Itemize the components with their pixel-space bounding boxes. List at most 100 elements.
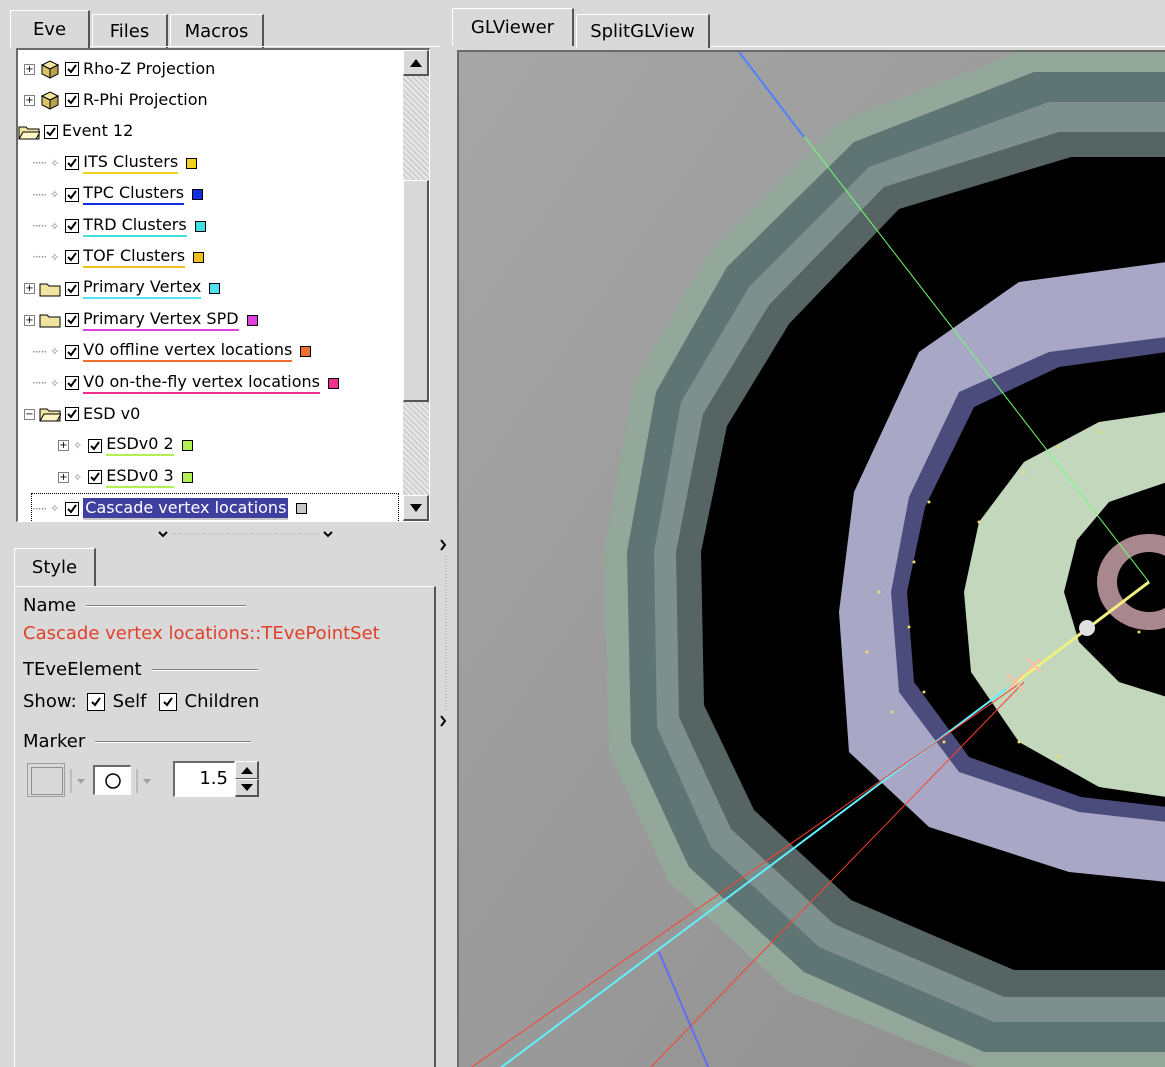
- color-swatch[interactable]: [194, 220, 206, 232]
- tree-item[interactable]: ····· ✧ Cascade vertex locations: [31, 492, 399, 521]
- tree-item[interactable]: Event 12: [18, 117, 133, 147]
- color-swatch[interactable]: [296, 503, 308, 515]
- tree-item-label: Primary Vertex: [83, 278, 202, 300]
- spin-down-button[interactable]: [235, 779, 259, 797]
- color-swatch[interactable]: [327, 377, 339, 389]
- tree-item[interactable]: ····· ✧ ITS Clusters: [32, 148, 198, 178]
- color-swatch[interactable]: [186, 157, 198, 169]
- checkmark-icon: [67, 315, 77, 325]
- tree-item-checkbox[interactable]: [44, 124, 58, 139]
- tree-scrollbar[interactable]: [403, 50, 429, 521]
- point-set-icon: ✧: [73, 470, 83, 484]
- tree-item[interactable]: ····· ✧ TOF Clusters: [32, 242, 205, 272]
- marker-color-dropdown[interactable]: [67, 767, 89, 795]
- expand-toggle-icon[interactable]: +: [58, 471, 69, 483]
- marker-size-input[interactable]: 1.5: [173, 761, 235, 797]
- scroll-up-button[interactable]: [403, 50, 429, 76]
- marker-style-box[interactable]: [93, 765, 131, 795]
- tree-item[interactable]: ····· ✧ TRD Clusters: [32, 211, 206, 241]
- element-tree[interactable]: + Rho-Z Projection + R-Phi Projection Event …: [16, 48, 430, 522]
- marker-group-label: Marker: [23, 731, 86, 752]
- tree-item-checkbox[interactable]: [88, 470, 103, 485]
- collapse-toggle-icon[interactable]: −: [24, 408, 35, 420]
- tree-item-checkbox[interactable]: [65, 250, 80, 265]
- checkmark-icon: [162, 696, 173, 707]
- tree-item[interactable]: + Rho-Z Projection: [24, 54, 215, 84]
- color-swatch[interactable]: [181, 471, 193, 483]
- marker-color-button[interactable]: [27, 763, 65, 797]
- self-label: Self: [112, 691, 147, 712]
- tree-item[interactable]: + Primary Vertex SPD: [24, 305, 258, 335]
- tree-item[interactable]: ····· ✧ TPC Clusters: [32, 180, 204, 210]
- name-group-label: Name: [23, 595, 77, 616]
- tree-item[interactable]: + ✧ ESDv0 3: [58, 462, 193, 492]
- marker-style-dropdown[interactable]: [133, 767, 155, 795]
- show-children-checkbox[interactable]: [158, 692, 177, 711]
- tab-glviewer[interactable]: GLViewer: [452, 8, 574, 46]
- tab-macros[interactable]: Macros: [170, 14, 264, 48]
- point-set-icon: ✧: [50, 188, 60, 202]
- teve-element-group-label: TEveElement: [23, 659, 142, 680]
- tab-eve[interactable]: Eve: [10, 10, 90, 48]
- tree-item-label: Rho-Z Projection: [83, 58, 216, 78]
- checkmark-icon: [67, 95, 77, 105]
- marker-color-swatch: [31, 767, 63, 795]
- expand-toggle-icon[interactable]: +: [24, 94, 35, 106]
- tree-item-checkbox[interactable]: [88, 438, 103, 453]
- tree-item-checkbox[interactable]: [65, 501, 80, 516]
- expand-toggle-icon[interactable]: +: [24, 314, 35, 326]
- vertical-splitter[interactable]: [437, 520, 451, 760]
- spin-up-button[interactable]: [235, 761, 259, 779]
- point-set-icon: ✧: [50, 156, 60, 170]
- projection-icon: [40, 60, 60, 79]
- tree-item-label: ITS Clusters: [83, 152, 179, 174]
- tab-style[interactable]: Style: [14, 548, 96, 586]
- tree-item-checkbox[interactable]: [65, 407, 79, 422]
- tree-item-checkbox[interactable]: [65, 344, 80, 359]
- scroll-thumb[interactable]: [403, 180, 429, 402]
- tree-item[interactable]: − ESD v0: [24, 399, 140, 429]
- expand-right-icon: [440, 539, 447, 551]
- spin-down-icon: [240, 784, 253, 791]
- tree-item-checkbox[interactable]: [65, 313, 79, 328]
- color-swatch[interactable]: [181, 440, 193, 452]
- tree-item-checkbox[interactable]: [65, 376, 80, 390]
- expand-toggle-icon[interactable]: +: [24, 283, 35, 295]
- color-swatch[interactable]: [246, 314, 258, 326]
- tab-splitglview[interactable]: SplitGLView: [576, 14, 710, 48]
- horizontal-splitter[interactable]: [16, 526, 430, 542]
- tree-item[interactable]: ····· ✧ V0 offline vertex locations: [32, 337, 312, 367]
- tree-item-label: TPC Clusters: [83, 184, 185, 206]
- tree-item[interactable]: ····· ✧ V0 on-the-fly vertex locations: [32, 368, 339, 398]
- expand-toggle-icon[interactable]: +: [58, 440, 69, 452]
- tree-item[interactable]: + R-Phi Projection: [24, 85, 208, 115]
- tree-item-checkbox[interactable]: [65, 219, 80, 233]
- scroll-down-button[interactable]: [403, 495, 429, 521]
- cascade-vertex-markers: [1006, 657, 1042, 691]
- expand-toggle-icon[interactable]: +: [24, 63, 35, 75]
- tab-files-label: Files: [109, 21, 150, 42]
- point-set-icon: ✧: [50, 376, 60, 390]
- tree-item-label: ESD v0: [83, 403, 141, 423]
- color-swatch[interactable]: [192, 189, 204, 201]
- checkmark-icon: [46, 127, 56, 137]
- color-swatch[interactable]: [300, 346, 312, 358]
- tree-item[interactable]: + Primary Vertex: [24, 274, 221, 304]
- collapse-chevron-icon: [323, 531, 333, 538]
- gl-viewer-canvas[interactable]: [457, 50, 1165, 1067]
- checkmark-icon: [67, 64, 77, 74]
- arrow-up-icon: [409, 58, 422, 67]
- tree-item-checkbox[interactable]: [65, 187, 80, 202]
- show-self-checkbox[interactable]: [86, 692, 105, 711]
- tree-item-checkbox[interactable]: [65, 62, 79, 76]
- tree-item-checkbox[interactable]: [65, 281, 79, 296]
- color-swatch[interactable]: [193, 251, 205, 263]
- tree-item-checkbox[interactable]: [65, 93, 79, 108]
- tab-files[interactable]: Files: [92, 14, 168, 48]
- tree-item-checkbox[interactable]: [65, 156, 80, 171]
- tree-item[interactable]: + ✧ ESDv0 2: [58, 431, 193, 461]
- marker-size-spinner[interactable]: [235, 761, 259, 797]
- color-swatch[interactable]: [209, 283, 221, 295]
- point-set-icon: ✧: [50, 250, 60, 264]
- checkmark-icon: [67, 252, 78, 262]
